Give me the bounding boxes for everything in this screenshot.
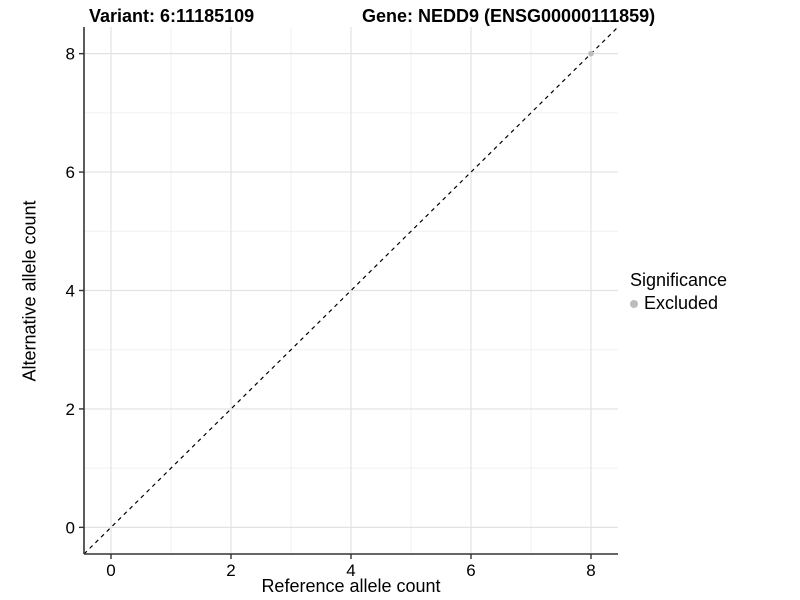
y-axis-title: Alternative allele count [19,200,40,382]
y-tick-label: 6 [66,163,75,182]
variant-title: Variant: 6:11185109 [89,6,255,26]
identity-line [83,26,619,555]
x-tick-label: 4 [346,561,355,580]
x-tick-label: 6 [466,561,475,580]
legend-entry-label: Excluded [644,293,719,313]
y-tick-label: 4 [66,282,75,301]
y-tick-label: 8 [66,45,75,64]
excluded-point-icon [630,299,638,308]
legend-entry-excluded: Excluded [630,293,727,314]
x-tick-label: 8 [586,561,595,580]
x-axis-title: Reference allele count [261,576,441,596]
x-tick-label: 2 [226,561,235,580]
y-tick-label: 2 [66,400,75,419]
data-point [588,50,594,57]
legend: Significance Excluded [630,270,727,314]
legend-title: Significance [630,270,728,290]
x-tick-label: 0 [106,561,115,580]
gene-title: Gene: NEDD9 (ENSG00000111859) [362,6,656,26]
y-tick-label: 0 [66,518,75,537]
